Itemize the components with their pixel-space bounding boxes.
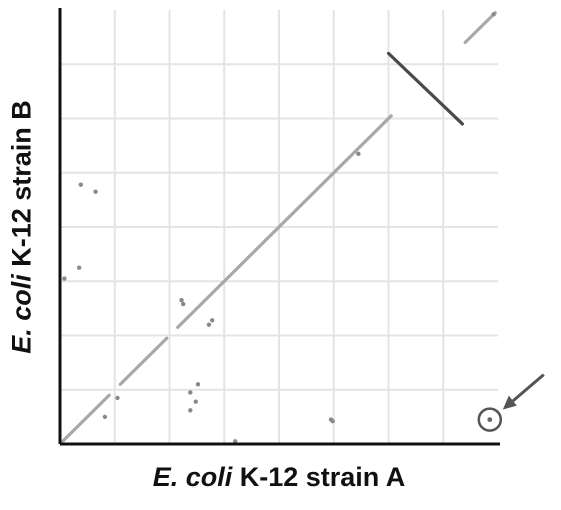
data-point [115, 395, 120, 401]
data-point [102, 414, 108, 420]
data-point [206, 322, 212, 327]
annotation [477, 373, 545, 432]
data-point [180, 301, 186, 307]
data-point [188, 408, 193, 413]
data-point [188, 390, 193, 395]
x-axis-label: E. coli K-12 strain A [152, 462, 406, 492]
data-point [356, 151, 361, 156]
data-point [78, 182, 84, 187]
annotated-point [487, 417, 493, 422]
data-point [179, 298, 184, 303]
data-point [93, 189, 98, 194]
y-axis-label-wrap: E. coli K-12 strain B [4, 10, 40, 444]
annotation-arrow-head [502, 395, 517, 410]
annotation-arrow-shaft [508, 373, 545, 405]
data-point [233, 439, 238, 444]
data-point [210, 318, 215, 323]
grid-lines [60, 10, 498, 444]
data-point [76, 265, 82, 270]
data-points [62, 12, 496, 444]
alignment-segment-forward [463, 11, 497, 45]
data-point [330, 419, 335, 424]
data-series [61, 11, 497, 443]
alignment-segment-forward [176, 114, 393, 329]
data-point [62, 276, 67, 281]
data-point [491, 12, 496, 17]
axes [58, 8, 500, 446]
alignment-segment-inverted [386, 51, 465, 126]
annotation-circle [477, 407, 503, 432]
data-point [193, 399, 198, 404]
alignment-segment-forward [61, 393, 111, 443]
data-point [195, 382, 201, 387]
y-axis-label: E. coli K-12 strain B [6, 100, 37, 354]
alignment-segment-forward [118, 336, 169, 386]
